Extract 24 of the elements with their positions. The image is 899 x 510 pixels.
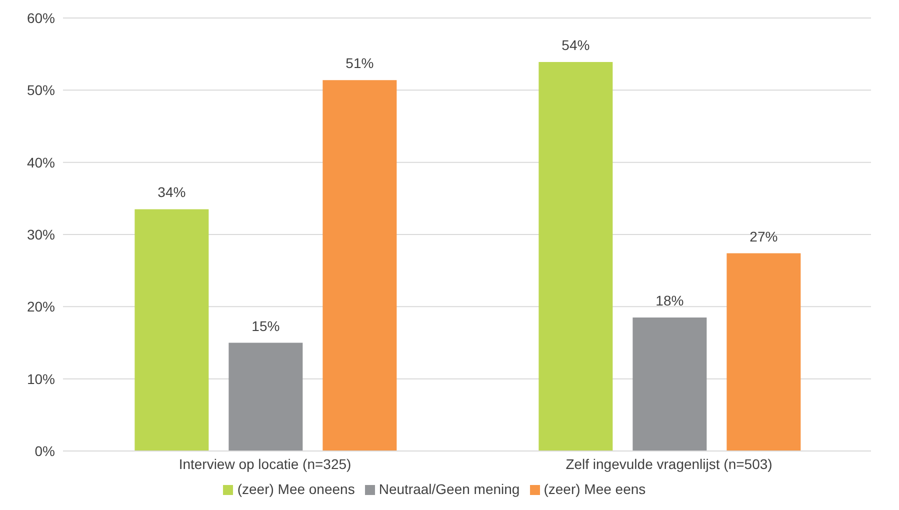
legend-label: (zeer) Mee eens xyxy=(544,481,646,497)
y-tick-label: 60% xyxy=(26,10,55,26)
data-label: 27% xyxy=(750,228,778,244)
data-label: 34% xyxy=(158,184,186,200)
y-tick-label: 40% xyxy=(26,154,55,170)
y-tick-label: 10% xyxy=(26,370,55,387)
data-label: 15% xyxy=(252,318,280,334)
legend-label: Neutraal/Geen mening xyxy=(378,481,520,497)
x-tick-label: Zelf ingevulde vragenlijst (n=503) xyxy=(566,456,772,472)
bar xyxy=(632,317,707,451)
y-tick-label: 30% xyxy=(26,226,55,242)
bar xyxy=(538,62,613,451)
data-label: 18% xyxy=(656,292,684,308)
y-tick-label: 50% xyxy=(26,82,55,98)
bar xyxy=(228,342,303,451)
y-tick-label: 0% xyxy=(34,442,55,459)
y-tick-label: 20% xyxy=(26,298,55,315)
bar xyxy=(322,80,397,451)
bar xyxy=(134,209,209,451)
legend-label: (zeer) Mee oneens xyxy=(237,481,355,497)
bar xyxy=(726,253,801,451)
data-label: 54% xyxy=(562,37,590,54)
data-label: 51% xyxy=(346,55,374,72)
x-tick-label: Interview op locatie (n=325) xyxy=(178,456,352,472)
